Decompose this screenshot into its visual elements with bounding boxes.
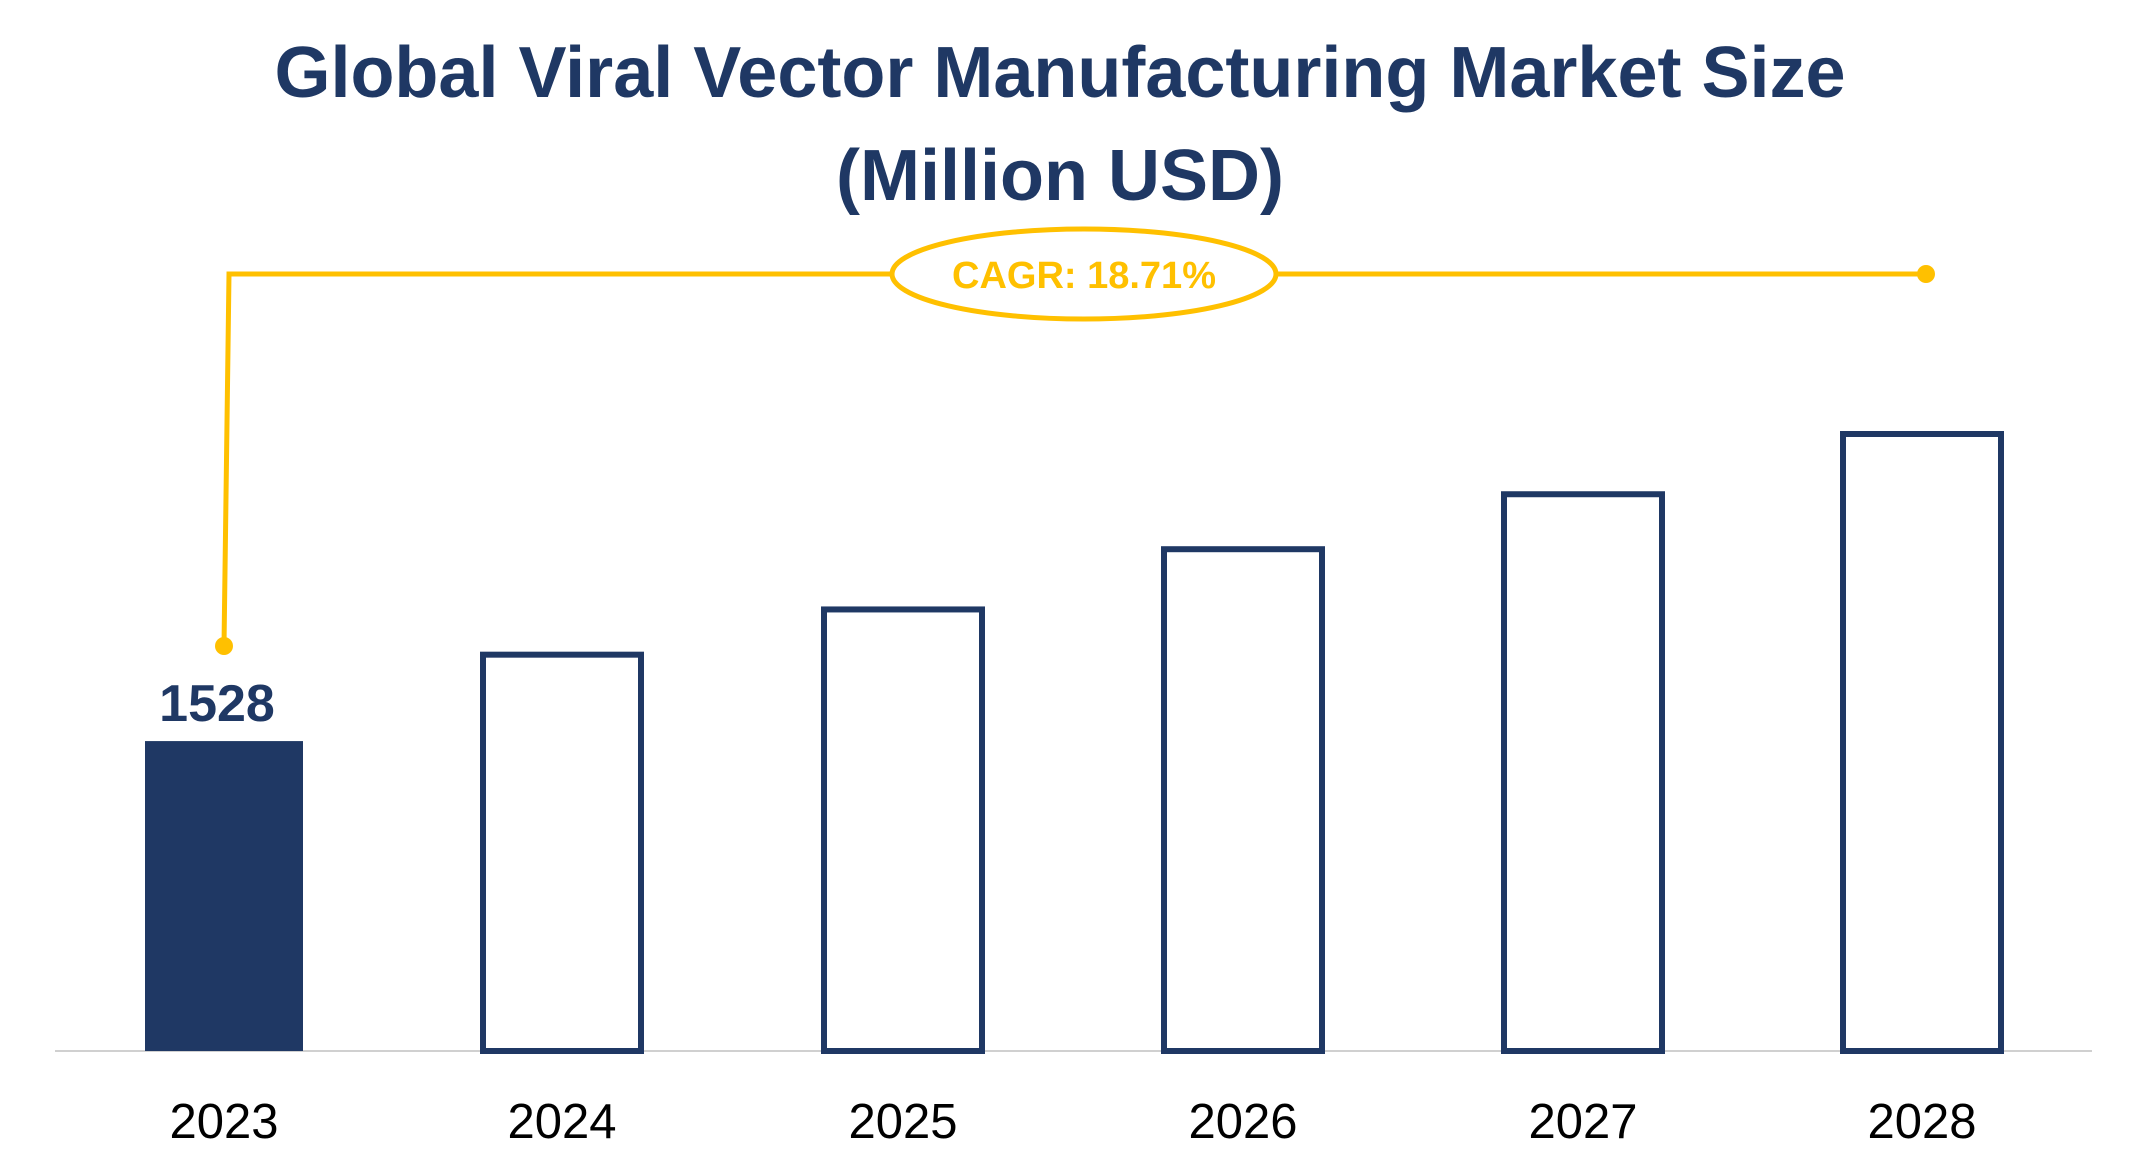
value-label: 1528 — [159, 675, 275, 733]
cagr-dot — [1917, 265, 1935, 283]
cagr-dot — [215, 637, 233, 655]
x-tick-label: 2028 — [1867, 1095, 1976, 1149]
x-tick-label: 2023 — [169, 1095, 278, 1149]
chart-title: Global Viral Vector Manufacturing Market… — [274, 33, 1846, 216]
cagr-label: CAGR: 18.71% — [952, 255, 1216, 297]
x-tick-label: 2026 — [1188, 1095, 1297, 1149]
bar — [1501, 491, 1665, 1055]
bar — [1840, 431, 2004, 1054]
bar — [145, 741, 303, 1051]
bar — [1161, 546, 1325, 1055]
x-tick-label: 2025 — [848, 1095, 957, 1149]
cagr-line — [221, 271, 892, 647]
cagr-ellipse — [889, 226, 1279, 322]
bar — [821, 606, 985, 1054]
bar — [480, 651, 644, 1054]
x-tick-label: 2024 — [507, 1095, 616, 1149]
x-tick-label: 2027 — [1528, 1095, 1637, 1149]
